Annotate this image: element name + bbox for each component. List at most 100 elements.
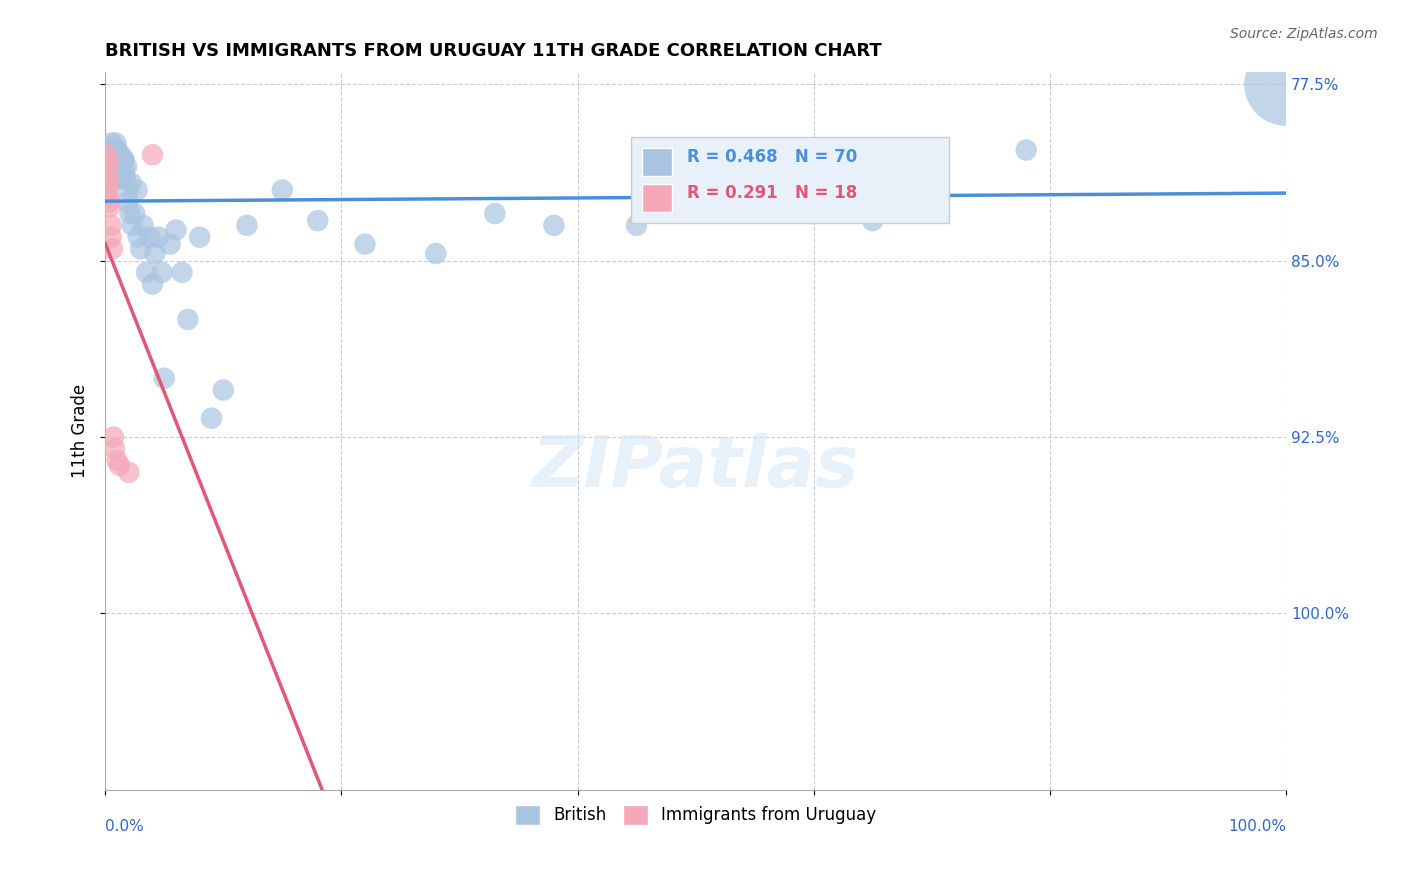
Point	[110, 160, 132, 174]
Point	[112, 164, 135, 178]
Point	[127, 183, 149, 197]
Point	[159, 237, 181, 252]
Point	[105, 153, 128, 167]
Point	[124, 206, 146, 220]
Point	[97, 153, 120, 167]
Text: R = 0.291   N = 18: R = 0.291 N = 18	[688, 184, 858, 202]
Point	[236, 219, 259, 233]
Point	[177, 312, 200, 326]
Text: 0.0%: 0.0%	[105, 819, 143, 834]
Point	[115, 160, 138, 174]
Point	[117, 194, 139, 209]
Point	[97, 190, 120, 204]
Point	[97, 143, 120, 157]
Point	[127, 230, 149, 244]
Point	[188, 230, 211, 244]
Point	[108, 458, 131, 473]
FancyBboxPatch shape	[643, 184, 672, 212]
Point	[98, 148, 121, 162]
Point	[97, 183, 120, 197]
Point	[100, 230, 122, 244]
Point	[170, 265, 193, 279]
Point	[141, 148, 163, 162]
Point	[108, 153, 131, 167]
Point	[100, 136, 122, 150]
Legend: British, Immigrants from Uruguay: British, Immigrants from Uruguay	[508, 798, 883, 832]
Point	[111, 171, 134, 186]
FancyBboxPatch shape	[631, 137, 949, 223]
Point	[143, 246, 166, 260]
Point	[104, 153, 127, 167]
Point	[107, 148, 129, 162]
Point	[150, 265, 173, 279]
Point	[108, 171, 131, 186]
Point	[200, 411, 222, 425]
Point	[103, 148, 125, 162]
Text: ZIPatlas: ZIPatlas	[531, 433, 859, 501]
Point	[153, 371, 176, 385]
Point	[107, 160, 129, 174]
Point	[354, 237, 377, 252]
Point	[118, 206, 141, 220]
Point	[103, 141, 125, 155]
Point	[96, 148, 118, 162]
Point	[100, 153, 122, 167]
Point	[1275, 77, 1298, 91]
Point	[271, 183, 294, 197]
Text: R = 0.468   N = 70: R = 0.468 N = 70	[688, 148, 858, 166]
Point	[425, 246, 447, 260]
Point	[100, 219, 122, 233]
Text: Source: ZipAtlas.com: Source: ZipAtlas.com	[1230, 27, 1378, 41]
Y-axis label: 11th Grade: 11th Grade	[72, 384, 89, 478]
Point	[105, 143, 128, 157]
Point	[543, 219, 565, 233]
Text: 100.0%: 100.0%	[1227, 819, 1286, 834]
Point	[114, 171, 136, 186]
Point	[744, 183, 766, 197]
Point	[97, 176, 120, 190]
Point	[484, 206, 506, 220]
Point	[118, 466, 141, 480]
Point	[101, 160, 124, 174]
Point	[129, 242, 152, 256]
Point	[1015, 143, 1038, 157]
Point	[626, 219, 648, 233]
Point	[100, 143, 122, 157]
Point	[98, 200, 121, 214]
Point	[104, 148, 127, 162]
Point	[103, 430, 125, 444]
Point	[121, 219, 143, 233]
Point	[132, 219, 155, 233]
Text: BRITISH VS IMMIGRANTS FROM URUGUAY 11TH GRADE CORRELATION CHART: BRITISH VS IMMIGRANTS FROM URUGUAY 11TH …	[105, 42, 882, 60]
Point	[103, 153, 125, 167]
Point	[139, 230, 162, 244]
Point	[118, 183, 141, 197]
Point	[112, 153, 135, 167]
Point	[110, 148, 132, 162]
Point	[98, 153, 121, 167]
Point	[97, 153, 120, 167]
Point	[101, 143, 124, 157]
Point	[212, 383, 235, 397]
Point	[135, 265, 157, 279]
Point	[111, 153, 134, 167]
Point	[148, 230, 170, 244]
Point	[104, 136, 127, 150]
Point	[96, 148, 118, 162]
Point	[307, 213, 329, 227]
Point	[862, 213, 884, 227]
Point	[104, 442, 127, 456]
Point	[97, 160, 120, 174]
FancyBboxPatch shape	[643, 148, 672, 177]
Point	[101, 242, 124, 256]
Point	[96, 171, 118, 186]
Point	[120, 176, 142, 190]
Point	[165, 223, 187, 237]
Point	[98, 194, 121, 209]
Point	[105, 453, 128, 467]
Point	[101, 148, 124, 162]
Point	[97, 160, 120, 174]
Point	[111, 153, 134, 167]
Point	[104, 154, 127, 169]
Point	[141, 277, 163, 292]
